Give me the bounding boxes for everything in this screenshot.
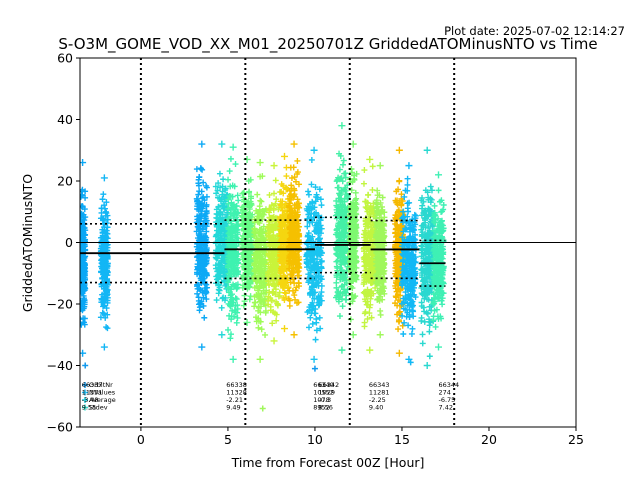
data-point-extreme [100,174,108,182]
data-point [101,202,108,209]
data-point [100,302,107,309]
data-point [100,191,107,198]
data-point [101,278,108,285]
data-point [102,285,109,292]
data-point [203,289,210,296]
data-point [200,294,207,301]
data-point [80,295,87,302]
data-point [80,229,84,236]
data-point [81,265,88,272]
data-point [194,203,201,210]
data-point [80,266,87,273]
data-point [200,302,207,309]
data-point-extreme [100,343,108,351]
data-point [199,269,206,276]
data-point [100,310,107,317]
data-point [197,226,204,233]
data-point [80,192,85,199]
data-point [199,195,206,202]
data-point [199,166,206,173]
data-point [100,238,107,245]
data-point [98,295,105,302]
data-point [203,184,210,191]
data-point-extreme [198,343,206,351]
data-point [104,216,111,223]
data-point [196,173,203,180]
data-point [200,179,207,186]
data-point [81,315,88,322]
orbit-cluster-3 [193,140,211,351]
data-point [80,261,87,268]
data-point [203,228,210,235]
data-point [98,205,105,212]
data-point [82,194,89,201]
data-point [102,314,109,321]
data-point [195,231,202,238]
data-point [203,247,210,254]
data-point [81,206,88,213]
data-point [203,193,210,200]
data-point [80,288,84,295]
data-point [202,242,209,249]
data-point [203,203,210,210]
data-point [195,301,202,308]
data-point [99,196,106,203]
data-point [104,311,111,318]
data-point [194,213,201,220]
data-point [195,200,202,207]
plot-date: Plot date: 2025-07-02 12:14:27 [444,24,625,38]
data-point [193,166,200,173]
data-point [99,274,106,281]
data-point [194,290,201,297]
data-point [203,296,210,303]
chart-title: S-O3M_GOME_VOD_XX_M01_20250701Z GriddedA… [58,35,597,54]
data-point [101,228,108,235]
data-point [104,224,111,231]
data-point [198,215,205,222]
data-point [80,319,87,326]
data-point [194,285,201,292]
data-point [201,314,208,321]
data-point [198,258,205,265]
data-point [81,284,88,291]
data-point [194,219,201,226]
data-point [104,263,111,270]
data-point [196,304,203,311]
data-point [99,309,106,316]
data-point [103,247,110,254]
plot-area [80,58,576,427]
data-point [104,325,111,332]
data-point [195,180,202,187]
data-point [103,289,110,296]
data-point [198,188,205,195]
data-point [80,305,85,312]
data-point [198,208,205,215]
data-point [81,274,88,281]
data-point [100,271,107,278]
plot-inner [80,122,447,412]
data-point [198,265,205,272]
data-point [195,191,202,198]
data-point [203,210,210,217]
data-point [103,199,110,206]
data-point-extreme [198,140,206,148]
